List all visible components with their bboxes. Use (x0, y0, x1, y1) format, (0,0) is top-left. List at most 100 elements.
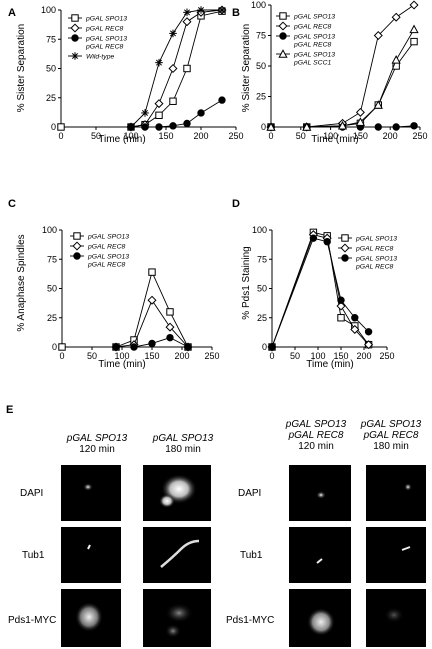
panel-c-data-point (165, 322, 175, 332)
panel-b-y-tick-label: 25 (256, 92, 266, 102)
row-label-pds1-left: Pds1-MYC (8, 615, 57, 626)
panel-d-y-tick-label: 0 (262, 342, 267, 352)
panel-d-data-point (336, 301, 346, 311)
panel-b-legend-marker (279, 12, 287, 20)
panel-a-x-tick-label: 100 (123, 131, 138, 141)
micrograph-tub1-spo13-180 (143, 527, 211, 583)
row-label-tub1-right: Tub1 (240, 550, 263, 561)
panel-b-data-point (373, 30, 383, 41)
col1-time: 120 min (79, 444, 115, 455)
panel-a-data-point (141, 109, 149, 117)
panel-d-label: D (232, 198, 240, 210)
panel-a-data-point (218, 96, 226, 104)
col2-time: 180 min (165, 444, 201, 455)
panel-c-y-tick-label: 0 (52, 342, 57, 352)
panel-d-y-tick-label: 25 (257, 313, 267, 323)
row-label-dapi-right: DAPI (238, 488, 262, 499)
panel-c-legend-marker (73, 232, 81, 240)
panel-d-legend-label: pGAL REC8 (355, 246, 393, 253)
panel-a-data-point (155, 58, 163, 67)
panel-b-ylabel: % Sister Separation (241, 24, 252, 112)
panel-a-legend-label: pGAL SPO13 (85, 36, 127, 43)
panel-b-legend-label: pGAL SPO13 (293, 34, 335, 41)
panel-d-ylabel: % Pds1 Staining (241, 246, 252, 319)
panel-c-x-tick-label: 150 (144, 351, 159, 361)
panel-a-data-point (197, 6, 205, 14)
panel-b-data-point (337, 120, 348, 130)
panel-a-data-point (57, 123, 65, 131)
row-label-dapi-left: DAPI (20, 488, 44, 499)
micrograph-pds1-spo13-120 (61, 589, 121, 647)
panel-a-legend-marker (71, 34, 79, 42)
panel-b-data-point (410, 122, 418, 130)
panel-a-y-tick-label: 100 (41, 5, 56, 15)
panel-d-y-tick-label: 50 (257, 284, 267, 294)
panel-b-legend-label: pGAL SPO13 (293, 14, 335, 21)
panel-a-data-point (183, 64, 191, 73)
panel-c-data-point (58, 343, 66, 351)
micrograph-dapi-spo13rec8-120 (289, 465, 351, 521)
panel-c-xlabel: Time (min) (98, 359, 145, 370)
panel-d-data-point (268, 343, 276, 351)
panel-d-legend-label: pGAL SPO13 (355, 236, 397, 243)
panel-c-legend-marker (72, 241, 82, 251)
panel-b-y-tick-label: 0 (261, 122, 266, 132)
panel-a-x-tick-label: 50 (91, 131, 101, 141)
panel-d-x-tick-label: 100 (310, 351, 325, 361)
col4-time: 180 min (373, 441, 409, 452)
panel-a-xlabel: Time (min) (98, 134, 145, 145)
panel-c-data-point (130, 343, 138, 351)
panel-b-data-point (392, 123, 400, 131)
panel-b-data-point (266, 122, 276, 131)
panel-d-y-tick-label: 100 (252, 225, 267, 235)
panel-a-x-tick-label: 250 (228, 131, 243, 141)
panel-a-data-point (169, 122, 177, 130)
panel-b-data-point (391, 55, 401, 64)
chart-panel-d: D % Pds1 Staining Time (min) 0 50 100 150 20… (232, 198, 397, 370)
panel-a-data-point (141, 123, 149, 131)
panel-b-y-tick-label: 100 (251, 0, 266, 10)
col3-strain2: pGAL REC8 (288, 430, 344, 441)
panel-b-data-point (391, 12, 401, 22)
panel-d-data-point (309, 234, 318, 242)
panel-d-x-tick-label: 0 (269, 351, 274, 361)
micrograph-tub1-spo13rec8-180 (366, 527, 426, 583)
panel-b-x-tick-label: 100 (323, 131, 338, 141)
panel-c-data-point (184, 343, 192, 351)
panel-a-x-tick-label: 200 (193, 131, 208, 141)
chart-panel-a: A % Sister Separation Time (min) 0 50 100 1… (8, 5, 244, 145)
col4-header: pGAL SPO13 pGAL REC8 180 min (348, 419, 432, 452)
panel-d-legend-marker (341, 254, 349, 262)
panel-d-legend-marker (341, 234, 349, 242)
panel-d-legend-label: pGAL SPO13 (355, 256, 397, 263)
row-label-pds1-right: Pds1-MYC (226, 615, 275, 626)
panel-d-x-tick-label: 250 (379, 351, 394, 361)
panel-b-legend-marker (278, 49, 288, 58)
col4-strain1: pGAL SPO13 (360, 419, 422, 430)
panel-d-y-tick-label: 75 (257, 254, 267, 264)
panel-a-legend-label: pGAL REC8 (85, 44, 123, 51)
panel-a-x-tick-label: 0 (58, 131, 63, 141)
panel-b-data-point (409, 0, 419, 10)
panel-b-series-line (271, 29, 415, 128)
row-label-tub1-left: Tub1 (22, 550, 45, 561)
col2-header: pGAL SPO13 180 min (138, 433, 228, 455)
panel-b-x-tick-label: 150 (353, 131, 368, 141)
panel-b-x-tick-label: 0 (268, 131, 273, 141)
panel-c-series-line (62, 270, 189, 348)
panel-b-data-point (374, 123, 382, 131)
panel-d-data-point (350, 324, 360, 334)
panel-a-y-tick-label: 75 (46, 34, 56, 44)
panel-a-data-point (154, 99, 164, 109)
panel-b-data-point (373, 100, 383, 109)
panel-a-data-point (169, 29, 177, 38)
micrograph-dapi-spo13-180 (143, 465, 211, 521)
panel-d-data-point (323, 238, 331, 246)
panel-c-y-tick-label: 100 (42, 225, 57, 235)
panel-a-legend-label: Wild-type (86, 54, 114, 61)
col4-strain2: pGAL REC8 (363, 430, 419, 441)
panel-b-legend-label: pGAL REC8 (293, 42, 331, 49)
panel-b-label: B (232, 7, 240, 19)
col3-time: 120 min (298, 441, 334, 452)
col1-strain: pGAL SPO13 (66, 433, 128, 444)
